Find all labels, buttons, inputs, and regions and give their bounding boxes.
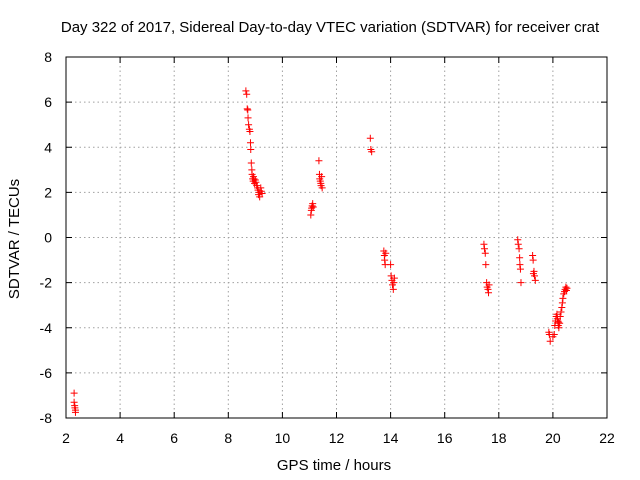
data-point <box>559 294 567 302</box>
data-point <box>481 249 489 257</box>
x-tick-label: 14 <box>383 430 399 446</box>
y-tick-label: 8 <box>44 49 52 65</box>
data-points <box>70 87 571 416</box>
data-point <box>247 146 255 154</box>
data-point <box>243 105 251 113</box>
data-point <box>558 303 566 311</box>
x-tick-label: 4 <box>116 430 124 446</box>
data-point <box>556 312 564 320</box>
data-point <box>252 178 260 186</box>
x-tick-label: 2 <box>62 430 70 446</box>
data-point <box>71 408 79 416</box>
x-tick-label: 16 <box>437 430 453 446</box>
data-point <box>480 245 488 253</box>
data-point <box>529 256 537 264</box>
data-point <box>244 106 252 114</box>
x-tick-label: 8 <box>224 430 232 446</box>
data-point <box>546 337 554 345</box>
x-tick-label: 12 <box>329 430 345 446</box>
x-tick-labels: 2 4 6 8 10 12 14 16 18 20 22 <box>62 430 615 446</box>
y-tick-label: 6 <box>44 94 52 110</box>
y-tick-label: -4 <box>40 320 53 336</box>
data-point <box>318 173 326 181</box>
x-tick-label: 20 <box>545 430 561 446</box>
y-tick-label: -6 <box>40 365 53 381</box>
y-axis-label: SDTVAR / TECUs <box>6 179 23 299</box>
data-point <box>246 127 254 135</box>
data-point <box>318 184 326 192</box>
data-point <box>307 211 315 219</box>
data-point <box>485 289 493 297</box>
data-point <box>245 121 253 129</box>
data-point <box>557 308 565 316</box>
data-point <box>514 236 522 244</box>
data-point <box>484 285 492 293</box>
data-point <box>531 276 539 284</box>
axes <box>65 56 608 419</box>
data-point <box>70 389 78 397</box>
data-point <box>485 281 493 289</box>
data-point <box>387 261 395 269</box>
data-point <box>243 90 251 98</box>
y-tick-label: 4 <box>44 139 52 155</box>
data-point <box>389 285 397 293</box>
data-point <box>309 200 317 208</box>
data-point <box>70 398 78 406</box>
x-tick-label: 22 <box>599 430 615 446</box>
data-point <box>516 261 524 269</box>
y-tick-label: 2 <box>44 184 52 200</box>
y-tick-labels: -8 -6 -4 -2 0 2 4 6 8 <box>40 49 53 426</box>
y-tick-label: 0 <box>44 230 52 246</box>
data-point <box>382 249 390 257</box>
data-point <box>517 279 525 287</box>
data-point <box>558 299 566 307</box>
data-point <box>244 114 252 122</box>
data-point <box>315 157 323 165</box>
data-point <box>516 254 524 262</box>
data-point <box>515 245 523 253</box>
x-axis-label: GPS time / hours <box>277 457 391 474</box>
data-point <box>368 148 376 156</box>
data-point <box>309 203 317 211</box>
data-point <box>390 279 398 287</box>
x-tick-label: 10 <box>275 430 291 446</box>
data-point <box>529 252 537 260</box>
data-point <box>242 87 250 95</box>
data-point <box>514 240 522 248</box>
data-point <box>555 318 563 326</box>
chart-title: Day 322 of 2017, Sidereal Day-to-day VTE… <box>61 19 600 36</box>
data-point <box>563 284 571 292</box>
data-point <box>480 240 488 248</box>
grid <box>66 57 607 418</box>
y-tick-label: -2 <box>40 275 53 291</box>
data-point <box>366 134 374 142</box>
y-tick-label: -8 <box>40 410 53 426</box>
data-point <box>381 256 389 264</box>
data-point <box>390 274 398 282</box>
data-point <box>554 317 562 325</box>
data-point <box>529 270 537 278</box>
x-tick-label: 18 <box>491 430 507 446</box>
data-point <box>247 159 255 167</box>
x-tick-label: 6 <box>170 430 178 446</box>
data-point <box>257 184 265 192</box>
data-point <box>246 139 254 147</box>
data-point <box>258 190 266 198</box>
data-point <box>516 265 524 273</box>
data-point <box>482 261 490 269</box>
data-point <box>562 283 570 291</box>
data-point <box>550 331 558 339</box>
